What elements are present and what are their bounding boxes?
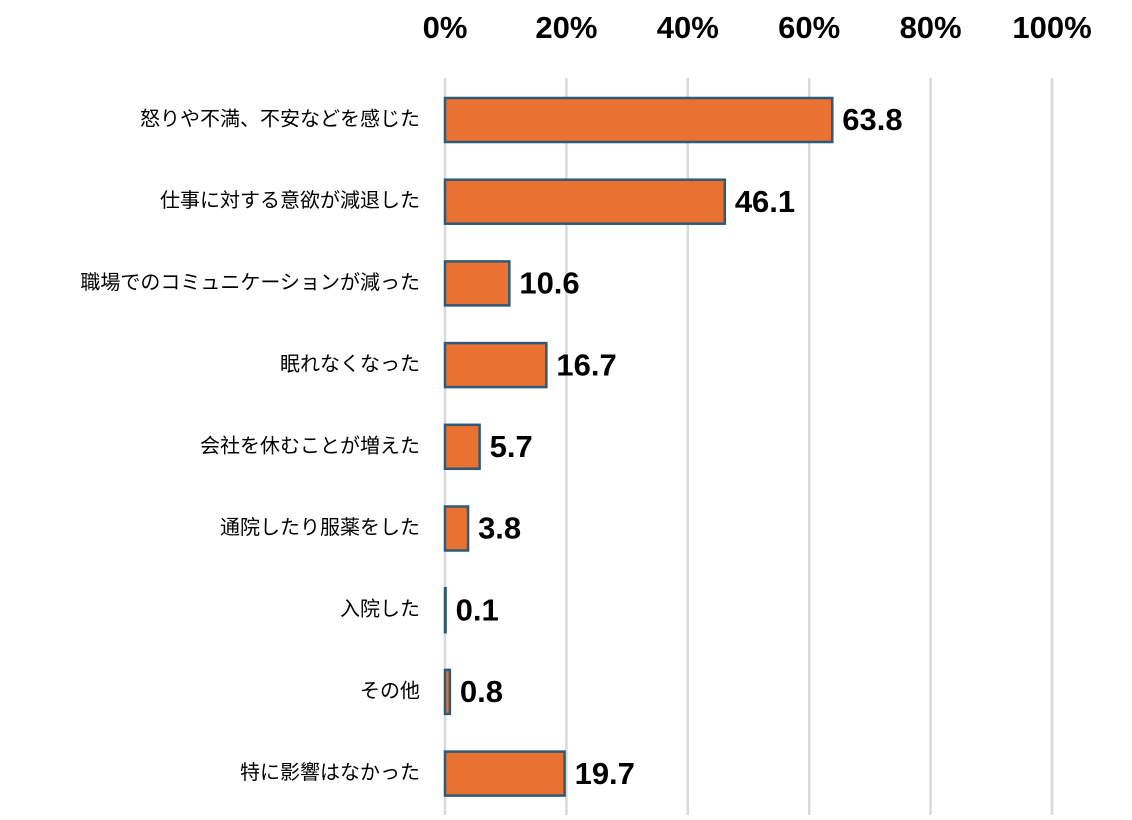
- data-label: 5.7: [490, 429, 533, 464]
- bar: [443, 96, 834, 144]
- category-label: 通院したり服薬をした: [220, 515, 420, 539]
- bar: [443, 750, 566, 797]
- bar: [443, 178, 727, 225]
- category-label: 入院した: [340, 597, 420, 621]
- bar: [443, 423, 481, 471]
- bar: [443, 341, 548, 389]
- x-tick-label: 60%: [778, 10, 840, 45]
- data-label: 0.8: [460, 674, 503, 709]
- bar: [443, 586, 447, 634]
- x-tick-label: 20%: [535, 10, 597, 45]
- x-tick-label: 40%: [657, 10, 719, 45]
- data-label: 46.1: [735, 184, 795, 219]
- category-label: 仕事に対する意欲が減退した: [160, 188, 420, 212]
- category-label: 眠れなくなった: [280, 352, 420, 376]
- data-label: 16.7: [556, 347, 616, 382]
- category-label: その他: [360, 678, 420, 702]
- bar: [443, 668, 452, 716]
- category-label: 会社を休むことが増えた: [200, 433, 420, 457]
- bar: [443, 505, 470, 552]
- data-label: 3.8: [478, 511, 521, 546]
- data-label: 63.8: [842, 102, 902, 137]
- category-label: 職場でのコミュニケーションが減った: [80, 270, 420, 294]
- data-label: 19.7: [575, 756, 635, 791]
- data-label: 10.6: [519, 266, 579, 301]
- category-label: 特に影響はなかった: [240, 760, 420, 784]
- data-label: 0.1: [456, 592, 499, 627]
- x-tick-label: 100%: [1012, 10, 1091, 45]
- category-label: 怒りや不満、不安などを感じた: [140, 107, 420, 131]
- x-tick-label: 0%: [423, 10, 468, 45]
- x-tick-label: 80%: [900, 10, 962, 45]
- bar: [443, 260, 511, 307]
